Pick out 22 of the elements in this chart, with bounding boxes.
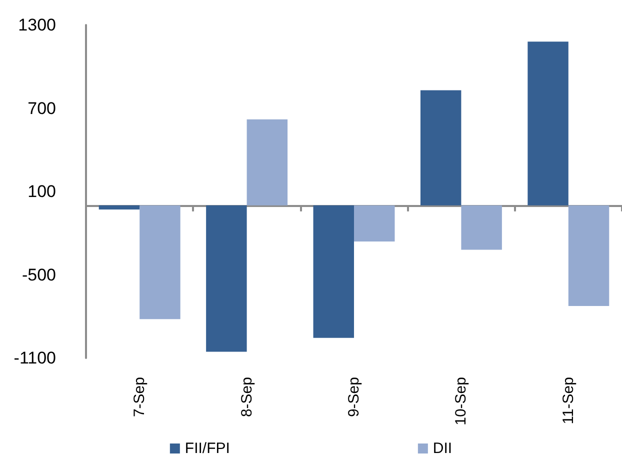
- x-tick-label: 10-Sep: [452, 377, 470, 426]
- bar: [420, 90, 462, 206]
- bar: [206, 205, 247, 352]
- bar: [98, 205, 140, 210]
- bar: [246, 119, 288, 206]
- bar: [140, 205, 180, 320]
- bar: [528, 42, 568, 206]
- bar: [461, 205, 502, 250]
- y-tick-label: -500: [22, 265, 56, 284]
- x-tick-label: 9-Sep: [346, 377, 362, 418]
- legend-label: DII: [432, 440, 452, 457]
- y-tick-label: 700: [28, 98, 56, 118]
- legend-label: FII/FPI: [184, 440, 230, 457]
- x-tick-label: 8-Sep: [238, 377, 256, 418]
- y-tick-label: -1100: [14, 348, 56, 368]
- bar: [313, 205, 354, 338]
- bar: [354, 205, 395, 242]
- bar: [568, 205, 610, 306]
- x-tick-label: 11-Sep: [560, 377, 577, 424]
- y-tick-label: 1300: [18, 16, 56, 34]
- y-tick-label: 100: [28, 182, 56, 201]
- x-tick-label: 7-Sep: [131, 377, 148, 418]
